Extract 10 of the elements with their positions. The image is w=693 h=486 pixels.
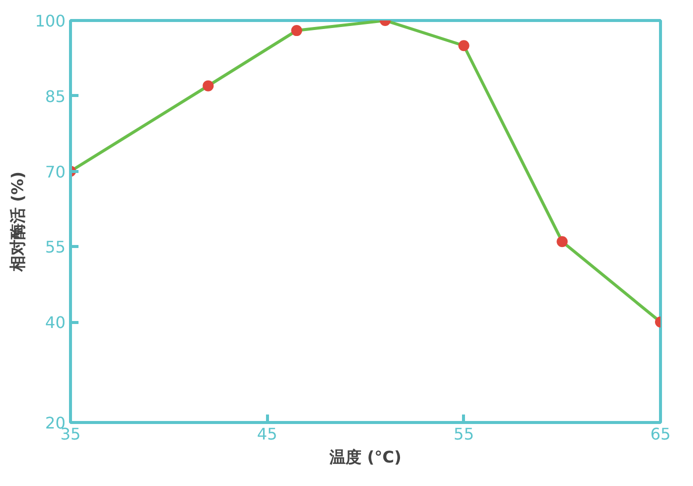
- y-tick-label: 100: [34, 12, 66, 30]
- y-tick-label: 40: [45, 313, 66, 332]
- y-tick-label: 85: [45, 86, 66, 106]
- x-tick-label: 55: [454, 424, 474, 444]
- y-axis-title: 相对酶活 (%): [8, 171, 27, 273]
- y-tick-label: 55: [45, 238, 66, 257]
- x-tick-label: 45: [256, 424, 278, 444]
- x-tick-label: 65: [650, 424, 671, 444]
- x-axis-title: 温度 (°C): [328, 448, 402, 466]
- y-tick-label: 70: [45, 162, 66, 182]
